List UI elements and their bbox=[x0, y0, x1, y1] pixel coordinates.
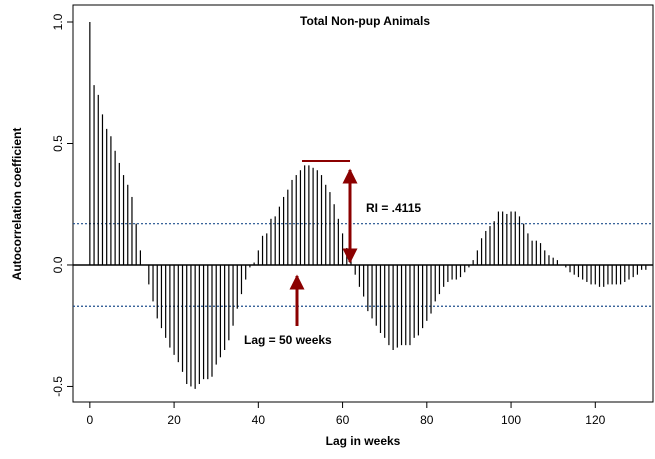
plot-frame bbox=[72, 4, 654, 403]
x-tick-label: 80 bbox=[420, 413, 434, 427]
annotation-arrows bbox=[289, 160, 358, 326]
y-tick-label: 1.0 bbox=[51, 13, 65, 30]
y-tick-label: 0.5 bbox=[51, 135, 65, 152]
annotation: RI = .4115 bbox=[366, 201, 421, 215]
y-tick-label: 0.0 bbox=[51, 256, 65, 273]
x-tick-label: 120 bbox=[585, 413, 605, 427]
annotation: Lag = 50 weeks bbox=[244, 333, 332, 347]
x-tick-label: 60 bbox=[336, 413, 350, 427]
y-axis-label: Autocorrelation coefficient bbox=[10, 128, 24, 281]
x-tick-label: 20 bbox=[167, 413, 181, 427]
x-axis-label: Lag in weeks bbox=[326, 434, 401, 448]
x-tick-label: 100 bbox=[501, 413, 521, 427]
x-tick-label: 40 bbox=[252, 413, 266, 427]
chart-title: Total Non-pup Animals bbox=[300, 14, 430, 28]
y-tick-label: -0.5 bbox=[51, 376, 65, 397]
x-tick-label: 0 bbox=[87, 413, 94, 427]
